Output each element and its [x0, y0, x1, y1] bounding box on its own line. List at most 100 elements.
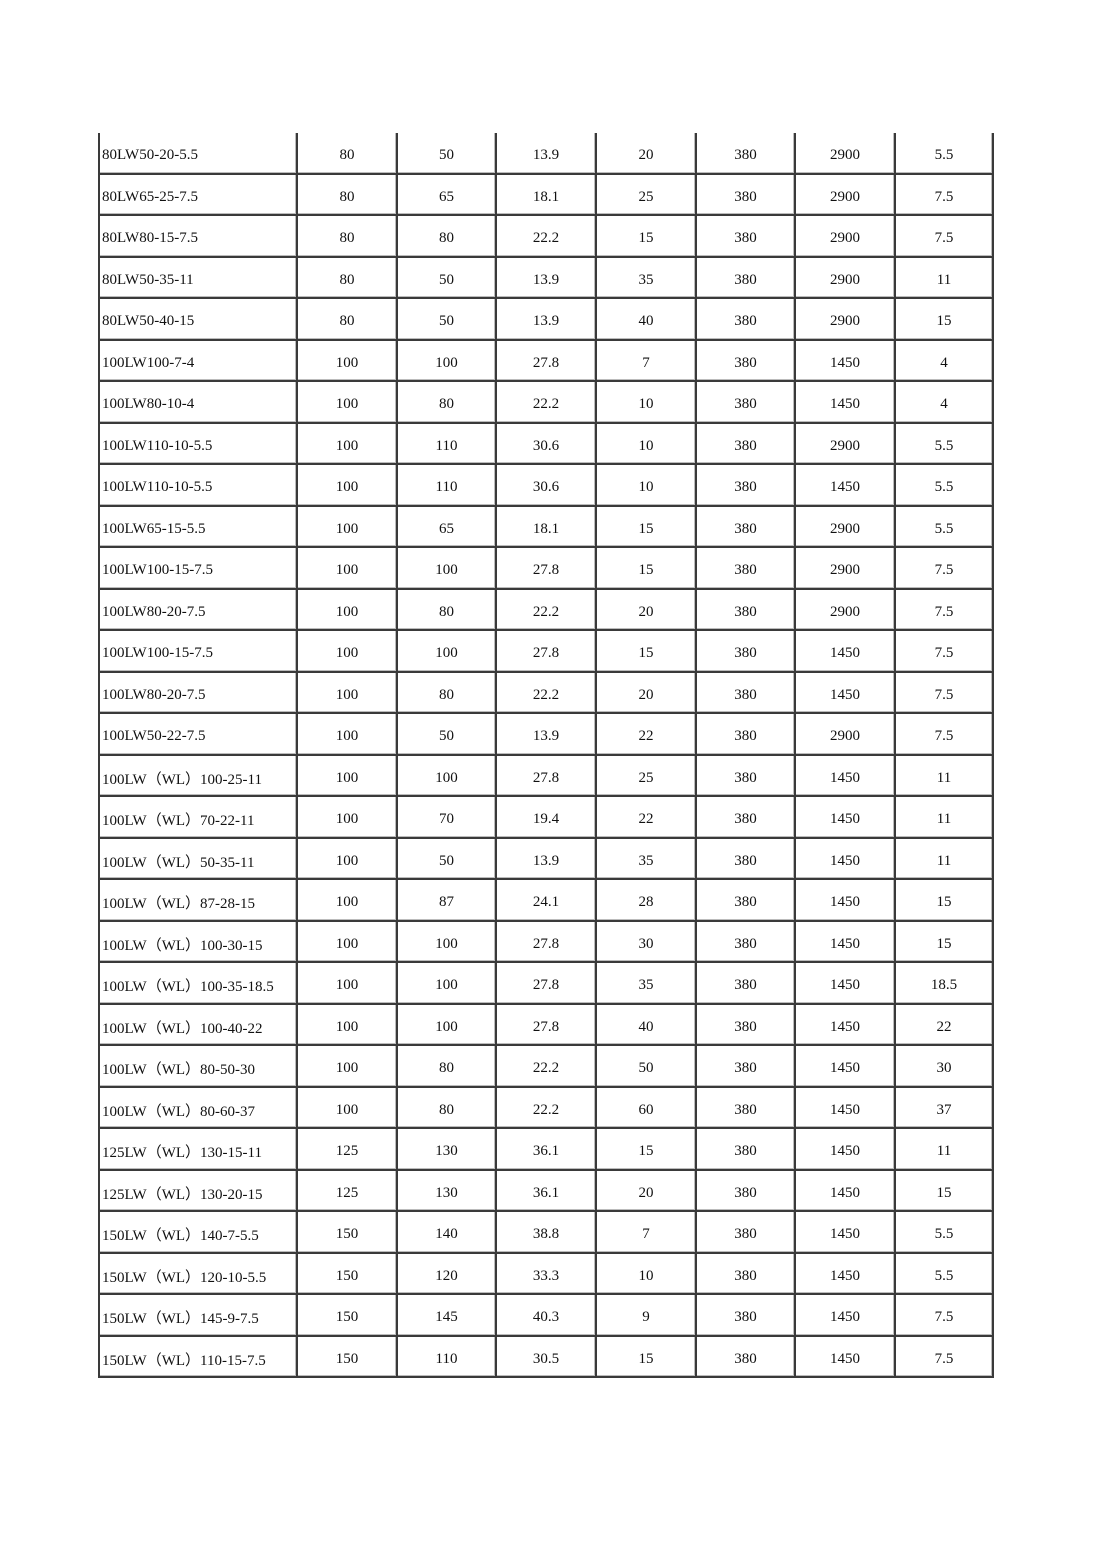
value-cell: 380 — [697, 714, 796, 756]
value-cell: 110 — [398, 1336, 497, 1378]
value-cell: 130 — [398, 1129, 497, 1171]
table-row: 80LW65-25-7.5 80 65 18.1 25 380 2900 7.5 — [98, 174, 994, 216]
value-cell: 40 — [597, 299, 697, 341]
value-cell: 7.5 — [896, 548, 994, 590]
value-cell: 10 — [597, 382, 697, 424]
value-cell: 380 — [697, 133, 796, 175]
table-row: 100LW80-20-7.5 100 80 22.2 20 380 1450 7.5 — [98, 672, 994, 714]
model-cell: 100LW（WL）70-22-11 — [98, 797, 298, 839]
table-row: 80LW50-20-5.5 80 50 13.9 20 380 2900 5.5 — [98, 133, 994, 175]
value-cell: 35 — [597, 963, 697, 1005]
value-cell: 36.1 — [497, 1129, 597, 1171]
model-cell: 100LW（WL）100-35-18.5 — [98, 963, 298, 1005]
value-cell: 80 — [398, 1046, 497, 1088]
model-cell: 100LW50-22-7.5 — [98, 714, 298, 756]
value-cell: 380 — [697, 838, 796, 880]
value-cell: 100 — [398, 921, 497, 963]
value-cell: 15 — [896, 299, 994, 341]
table-row: 100LW65-15-5.5 100 65 18.1 15 380 2900 5.5 — [98, 506, 994, 548]
value-cell: 100 — [298, 382, 398, 424]
value-cell: 25 — [597, 755, 697, 797]
table-row: 80LW80-15-7.5 80 80 22.2 15 380 2900 7.5 — [98, 216, 994, 258]
value-cell: 380 — [697, 257, 796, 299]
value-cell: 100 — [298, 1087, 398, 1129]
value-cell: 100 — [298, 465, 398, 507]
value-cell: 100 — [298, 423, 398, 465]
value-cell: 33.3 — [497, 1253, 597, 1295]
value-cell: 11 — [896, 257, 994, 299]
value-cell: 2900 — [796, 216, 896, 258]
value-cell: 380 — [697, 755, 796, 797]
value-cell: 2900 — [796, 548, 896, 590]
value-cell: 10 — [597, 1253, 697, 1295]
model-cell: 80LW65-25-7.5 — [98, 174, 298, 216]
value-cell: 1450 — [796, 880, 896, 922]
value-cell: 100 — [398, 755, 497, 797]
value-cell: 100 — [298, 340, 398, 382]
value-cell: 70 — [398, 797, 497, 839]
value-cell: 40.3 — [497, 1295, 597, 1337]
value-cell: 80 — [298, 174, 398, 216]
table-row: 80LW50-35-11 80 50 13.9 35 380 2900 11 — [98, 257, 994, 299]
value-cell: 7 — [597, 1212, 697, 1254]
value-cell: 100 — [398, 963, 497, 1005]
value-cell: 1450 — [796, 631, 896, 673]
value-cell: 10 — [597, 423, 697, 465]
value-cell: 380 — [697, 1087, 796, 1129]
value-cell: 27.8 — [497, 755, 597, 797]
value-cell: 13.9 — [497, 838, 597, 880]
value-cell: 110 — [398, 423, 497, 465]
value-cell: 80 — [298, 299, 398, 341]
value-cell: 380 — [697, 216, 796, 258]
model-cell: 150LW（WL）140-7-5.5 — [98, 1212, 298, 1254]
table-row: 100LW100-7-4 100 100 27.8 7 380 1450 4 — [98, 340, 994, 382]
value-cell: 13.9 — [497, 133, 597, 175]
model-cell: 80LW80-15-7.5 — [98, 216, 298, 258]
value-cell: 380 — [697, 465, 796, 507]
model-cell: 80LW50-40-15 — [98, 299, 298, 341]
value-cell: 7.5 — [896, 1295, 994, 1337]
value-cell: 22 — [597, 714, 697, 756]
value-cell: 1450 — [796, 1170, 896, 1212]
value-cell: 50 — [398, 257, 497, 299]
value-cell: 15 — [597, 1336, 697, 1378]
value-cell: 380 — [697, 548, 796, 590]
value-cell: 100 — [298, 963, 398, 1005]
value-cell: 36.1 — [497, 1170, 597, 1212]
value-cell: 65 — [398, 174, 497, 216]
value-cell: 380 — [697, 1212, 796, 1254]
value-cell: 40 — [597, 1004, 697, 1046]
value-cell: 80 — [398, 672, 497, 714]
value-cell: 20 — [597, 1170, 697, 1212]
pump-table: 80LW50-20-5.5 80 50 13.9 20 380 2900 5.5 80LW65-… — [98, 133, 994, 1378]
value-cell: 5.5 — [896, 423, 994, 465]
value-cell: 2900 — [796, 714, 896, 756]
value-cell: 30 — [597, 921, 697, 963]
value-cell: 125 — [298, 1170, 398, 1212]
table-row: 100LW（WL）100-25-11 100 100 27.8 25 380 1450 11 — [98, 755, 994, 797]
value-cell: 100 — [298, 631, 398, 673]
value-cell: 7.5 — [896, 714, 994, 756]
value-cell: 15 — [896, 1170, 994, 1212]
value-cell: 380 — [697, 963, 796, 1005]
value-cell: 380 — [697, 631, 796, 673]
table-row: 100LW100-15-7.5 100 100 27.8 15 380 2900 7.5 — [98, 548, 994, 590]
model-cell: 100LW（WL）100-40-22 — [98, 1004, 298, 1046]
value-cell: 380 — [697, 589, 796, 631]
value-cell: 13.9 — [497, 299, 597, 341]
value-cell: 5.5 — [896, 1212, 994, 1254]
value-cell: 5.5 — [896, 133, 994, 175]
value-cell: 2900 — [796, 506, 896, 548]
value-cell: 37 — [896, 1087, 994, 1129]
table-row: 150LW（WL）145-9-7.5 150 145 40.3 9 380 1450 7.5 — [98, 1295, 994, 1337]
model-cell: 100LW80-20-7.5 — [98, 672, 298, 714]
value-cell: 1450 — [796, 382, 896, 424]
table-row: 150LW（WL）140-7-5.5 150 140 38.8 7 380 1450 5.5 — [98, 1212, 994, 1254]
model-cell: 100LW（WL）100-25-11 — [98, 755, 298, 797]
value-cell: 7.5 — [896, 631, 994, 673]
value-cell: 28 — [597, 880, 697, 922]
value-cell: 140 — [398, 1212, 497, 1254]
value-cell: 22 — [597, 797, 697, 839]
value-cell: 27.8 — [497, 963, 597, 1005]
value-cell: 2900 — [796, 133, 896, 175]
